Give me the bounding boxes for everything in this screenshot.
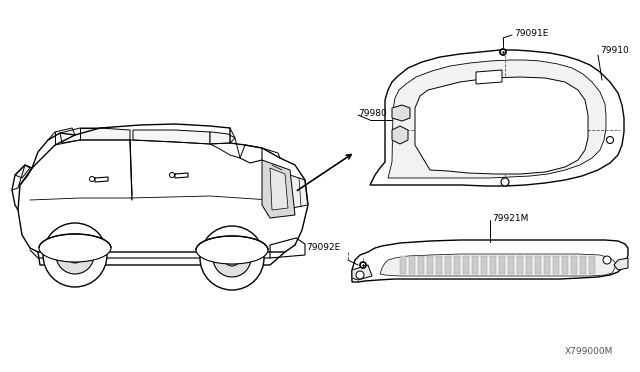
Polygon shape	[392, 105, 410, 121]
Polygon shape	[499, 256, 505, 274]
Polygon shape	[508, 256, 514, 274]
Text: X799000M: X799000M	[565, 347, 613, 356]
Circle shape	[200, 226, 264, 290]
Ellipse shape	[39, 234, 111, 262]
Polygon shape	[388, 60, 606, 178]
Polygon shape	[562, 256, 568, 274]
Circle shape	[361, 263, 365, 267]
Polygon shape	[265, 185, 288, 215]
Circle shape	[56, 236, 94, 274]
Polygon shape	[290, 175, 308, 208]
Polygon shape	[544, 256, 550, 274]
Polygon shape	[535, 256, 541, 274]
Polygon shape	[571, 256, 577, 274]
Polygon shape	[352, 240, 628, 282]
Circle shape	[607, 137, 614, 144]
Polygon shape	[370, 50, 624, 186]
Polygon shape	[436, 256, 442, 274]
Polygon shape	[472, 256, 478, 274]
Polygon shape	[60, 128, 130, 143]
Circle shape	[501, 50, 505, 54]
Polygon shape	[589, 256, 595, 274]
Circle shape	[501, 178, 509, 186]
Polygon shape	[270, 168, 288, 210]
Polygon shape	[270, 238, 305, 258]
Polygon shape	[481, 256, 487, 274]
Polygon shape	[352, 265, 372, 280]
Circle shape	[360, 262, 367, 269]
Polygon shape	[392, 126, 408, 144]
Polygon shape	[427, 256, 433, 274]
Polygon shape	[526, 256, 532, 274]
Text: 79921M: 79921M	[492, 214, 529, 222]
Circle shape	[67, 247, 83, 263]
Polygon shape	[210, 132, 235, 144]
Polygon shape	[445, 256, 451, 274]
Circle shape	[603, 256, 611, 264]
Polygon shape	[490, 256, 496, 274]
Circle shape	[170, 173, 175, 177]
Polygon shape	[15, 165, 30, 178]
Polygon shape	[262, 160, 295, 218]
Polygon shape	[553, 256, 559, 274]
Ellipse shape	[196, 236, 268, 264]
Polygon shape	[614, 258, 628, 270]
Polygon shape	[415, 77, 588, 174]
Polygon shape	[380, 254, 615, 276]
Circle shape	[43, 223, 107, 287]
Polygon shape	[454, 256, 460, 274]
Polygon shape	[418, 256, 424, 274]
Polygon shape	[409, 256, 415, 274]
Circle shape	[224, 250, 240, 266]
Polygon shape	[476, 70, 502, 84]
Circle shape	[213, 239, 251, 277]
Polygon shape	[133, 130, 210, 144]
Polygon shape	[517, 256, 523, 274]
Polygon shape	[580, 256, 586, 274]
Polygon shape	[463, 256, 469, 274]
Text: 79091E: 79091E	[514, 29, 548, 38]
Text: 79980: 79980	[358, 109, 387, 118]
Circle shape	[499, 48, 506, 55]
Polygon shape	[400, 256, 406, 274]
Circle shape	[356, 271, 364, 279]
Text: 79092E: 79092E	[306, 244, 340, 253]
Text: 79910: 79910	[600, 45, 628, 55]
Circle shape	[90, 176, 95, 182]
